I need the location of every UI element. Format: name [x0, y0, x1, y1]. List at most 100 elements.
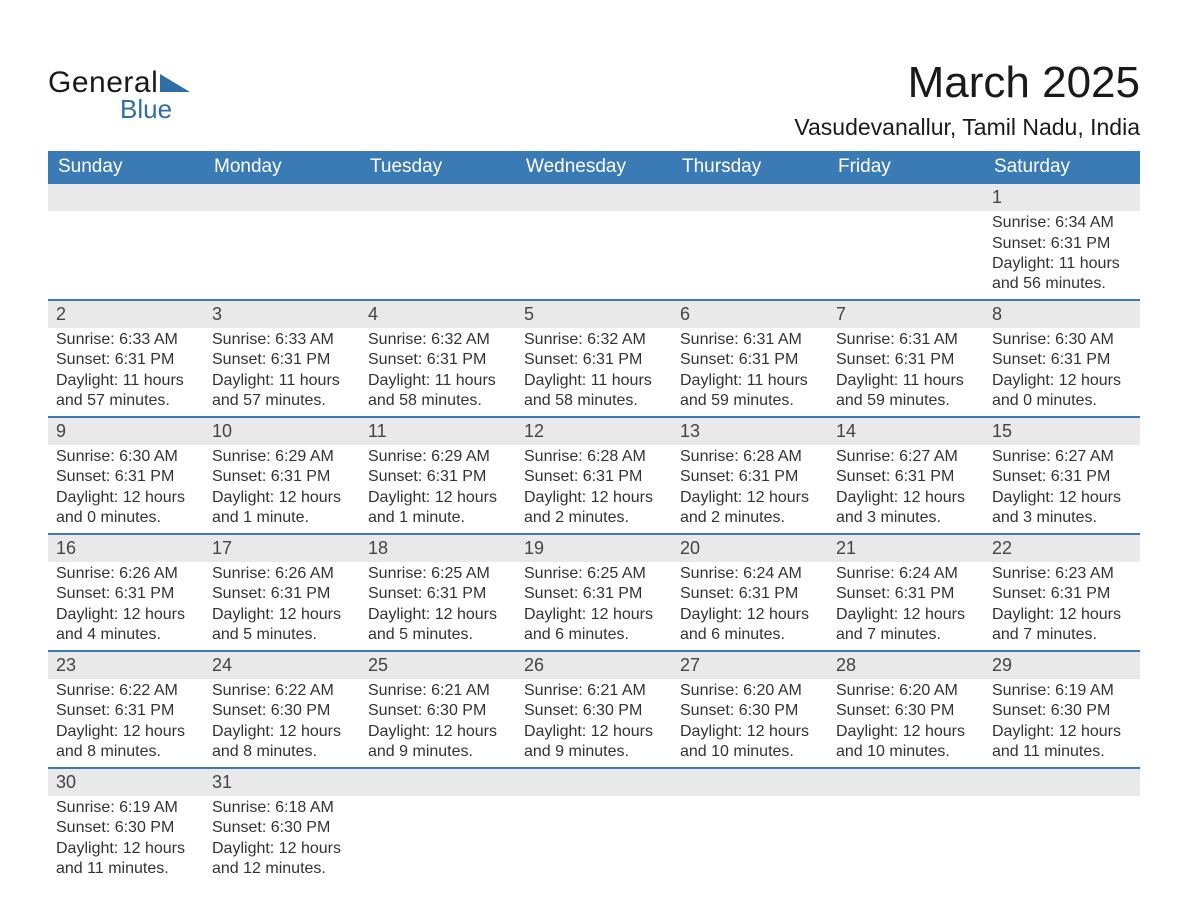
daylight-line: Daylight: 12 hours and 10 minutes.	[680, 722, 820, 763]
calendar-day-cell: 2Sunrise: 6:33 AMSunset: 6:31 PMDaylight…	[48, 300, 204, 417]
calendar-day-cell	[48, 184, 204, 300]
sunset-line: Sunset: 6:31 PM	[212, 350, 352, 370]
daylight-line: Daylight: 11 hours and 58 minutes.	[368, 371, 508, 412]
sunrise-line: Sunrise: 6:32 AM	[368, 330, 508, 350]
calendar-day-cell: 20Sunrise: 6:24 AMSunset: 6:31 PMDayligh…	[672, 534, 828, 651]
sunset-line: Sunset: 6:30 PM	[836, 701, 976, 721]
sunset-line: Sunset: 6:30 PM	[368, 701, 508, 721]
day-number: 7	[828, 301, 984, 328]
calendar-day-cell: 8Sunrise: 6:30 AMSunset: 6:31 PMDaylight…	[984, 300, 1140, 417]
calendar-day-cell: 30Sunrise: 6:19 AMSunset: 6:30 PMDayligh…	[48, 768, 204, 884]
calendar-day-cell: 14Sunrise: 6:27 AMSunset: 6:31 PMDayligh…	[828, 417, 984, 534]
calendar-day-cell: 3Sunrise: 6:33 AMSunset: 6:31 PMDaylight…	[204, 300, 360, 417]
calendar-day-cell	[672, 184, 828, 300]
day-number: 14	[828, 418, 984, 445]
calendar-day-cell: 23Sunrise: 6:22 AMSunset: 6:31 PMDayligh…	[48, 651, 204, 768]
daylight-line: Daylight: 12 hours and 12 minutes.	[212, 839, 352, 880]
daylight-line: Daylight: 12 hours and 1 minute.	[368, 488, 508, 529]
page-title: March 2025	[794, 58, 1140, 108]
sunrise-line: Sunrise: 6:21 AM	[368, 681, 508, 701]
calendar-day-cell: 26Sunrise: 6:21 AMSunset: 6:30 PMDayligh…	[516, 651, 672, 768]
calendar-week-row: 9Sunrise: 6:30 AMSunset: 6:31 PMDaylight…	[48, 417, 1140, 534]
sunset-line: Sunset: 6:31 PM	[680, 584, 820, 604]
sunrise-line: Sunrise: 6:27 AM	[992, 447, 1132, 467]
calendar-day-cell: 4Sunrise: 6:32 AMSunset: 6:31 PMDaylight…	[360, 300, 516, 417]
day-number: 4	[360, 301, 516, 328]
sunrise-line: Sunrise: 6:24 AM	[680, 564, 820, 584]
calendar-day-cell	[516, 184, 672, 300]
day-number: 16	[48, 535, 204, 562]
calendar-day-cell: 25Sunrise: 6:21 AMSunset: 6:30 PMDayligh…	[360, 651, 516, 768]
sunrise-line: Sunrise: 6:27 AM	[836, 447, 976, 467]
calendar-day-cell: 15Sunrise: 6:27 AMSunset: 6:31 PMDayligh…	[984, 417, 1140, 534]
sunrise-line: Sunrise: 6:32 AM	[524, 330, 664, 350]
sunrise-line: Sunrise: 6:24 AM	[836, 564, 976, 584]
day-number	[672, 769, 828, 796]
sunset-line: Sunset: 6:31 PM	[680, 350, 820, 370]
day-number	[516, 184, 672, 211]
sunrise-line: Sunrise: 6:20 AM	[680, 681, 820, 701]
calendar-day-cell: 22Sunrise: 6:23 AMSunset: 6:31 PMDayligh…	[984, 534, 1140, 651]
day-number	[516, 769, 672, 796]
calendar-day-cell	[672, 768, 828, 884]
day-number: 27	[672, 652, 828, 679]
sunset-line: Sunset: 6:31 PM	[836, 584, 976, 604]
sunset-line: Sunset: 6:31 PM	[56, 467, 196, 487]
sunset-line: Sunset: 6:31 PM	[56, 701, 196, 721]
day-number	[48, 184, 204, 211]
day-number: 6	[672, 301, 828, 328]
sunset-line: Sunset: 6:30 PM	[680, 701, 820, 721]
calendar-day-cell	[360, 184, 516, 300]
sunset-line: Sunset: 6:30 PM	[212, 818, 352, 838]
daylight-line: Daylight: 12 hours and 0 minutes.	[992, 371, 1132, 412]
calendar-day-cell	[828, 184, 984, 300]
calendar-day-cell: 11Sunrise: 6:29 AMSunset: 6:31 PMDayligh…	[360, 417, 516, 534]
day-number: 11	[360, 418, 516, 445]
daylight-line: Daylight: 11 hours and 57 minutes.	[212, 371, 352, 412]
sunset-line: Sunset: 6:30 PM	[992, 701, 1132, 721]
daylight-line: Daylight: 12 hours and 2 minutes.	[524, 488, 664, 529]
day-number: 13	[672, 418, 828, 445]
day-number	[360, 184, 516, 211]
sunset-line: Sunset: 6:31 PM	[524, 467, 664, 487]
day-number	[672, 184, 828, 211]
calendar-day-cell: 19Sunrise: 6:25 AMSunset: 6:31 PMDayligh…	[516, 534, 672, 651]
sunrise-line: Sunrise: 6:19 AM	[56, 798, 196, 818]
weekday-header: Wednesday	[516, 151, 672, 184]
calendar-table: Sunday Monday Tuesday Wednesday Thursday…	[48, 151, 1140, 883]
sunset-line: Sunset: 6:31 PM	[56, 584, 196, 604]
sunrise-line: Sunrise: 6:30 AM	[992, 330, 1132, 350]
sunrise-line: Sunrise: 6:19 AM	[992, 681, 1132, 701]
sunrise-line: Sunrise: 6:28 AM	[524, 447, 664, 467]
day-number: 8	[984, 301, 1140, 328]
calendar-day-cell: 28Sunrise: 6:20 AMSunset: 6:30 PMDayligh…	[828, 651, 984, 768]
sunrise-line: Sunrise: 6:33 AM	[56, 330, 196, 350]
day-number: 2	[48, 301, 204, 328]
sunrise-line: Sunrise: 6:23 AM	[992, 564, 1132, 584]
day-number: 29	[984, 652, 1140, 679]
daylight-line: Daylight: 11 hours and 59 minutes.	[836, 371, 976, 412]
sunrise-line: Sunrise: 6:26 AM	[212, 564, 352, 584]
day-number: 12	[516, 418, 672, 445]
day-number: 22	[984, 535, 1140, 562]
weekday-header: Friday	[828, 151, 984, 184]
calendar-day-cell	[828, 768, 984, 884]
daylight-line: Daylight: 12 hours and 9 minutes.	[524, 722, 664, 763]
weekday-header: Saturday	[984, 151, 1140, 184]
daylight-line: Daylight: 12 hours and 3 minutes.	[836, 488, 976, 529]
sunrise-line: Sunrise: 6:26 AM	[56, 564, 196, 584]
sunset-line: Sunset: 6:31 PM	[368, 467, 508, 487]
calendar-day-cell: 16Sunrise: 6:26 AMSunset: 6:31 PMDayligh…	[48, 534, 204, 651]
day-number: 9	[48, 418, 204, 445]
day-number	[828, 769, 984, 796]
weekday-header-row: Sunday Monday Tuesday Wednesday Thursday…	[48, 151, 1140, 184]
sunset-line: Sunset: 6:31 PM	[524, 584, 664, 604]
day-number: 24	[204, 652, 360, 679]
calendar-day-cell: 9Sunrise: 6:30 AMSunset: 6:31 PMDaylight…	[48, 417, 204, 534]
sunrise-line: Sunrise: 6:28 AM	[680, 447, 820, 467]
day-number: 15	[984, 418, 1140, 445]
daylight-line: Daylight: 12 hours and 4 minutes.	[56, 605, 196, 646]
calendar-day-cell: 12Sunrise: 6:28 AMSunset: 6:31 PMDayligh…	[516, 417, 672, 534]
day-number	[204, 184, 360, 211]
weekday-header: Thursday	[672, 151, 828, 184]
